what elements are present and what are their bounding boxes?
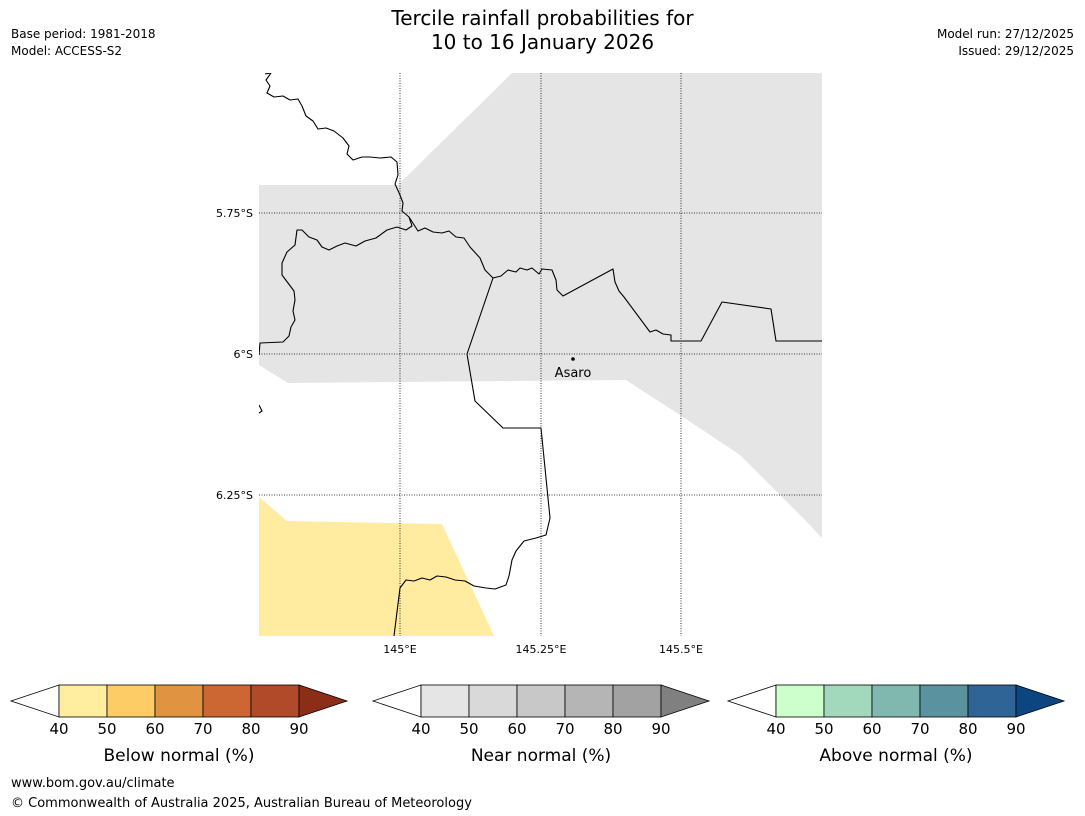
below-normal-shaded-area [259, 497, 494, 636]
map-title: Tercile rainfall probabilities for 10 to… [0, 6, 1085, 54]
colorbar-above-tick-label: 70 [910, 720, 929, 738]
colorbar-near-tick-label: 60 [507, 720, 526, 738]
asaro-label: Asaro [555, 366, 592, 381]
lon-label-145-5: 145.5°E [659, 643, 703, 656]
colorbar-near-tick-label: 70 [555, 720, 574, 738]
colorbar-above-segment [823, 684, 873, 718]
colorbar-legend: 40 50 60 70 80 90 Below normal (%) 40 50 60 70 80 90… [9, 684, 1066, 766]
colorbar-above-title: Above normal (%) [819, 746, 972, 766]
colorbar-near-tick-label: 50 [459, 720, 478, 738]
near-normal-shaded-area [259, 73, 822, 538]
colorbar-below-segment [106, 684, 156, 718]
colorbar-near-segment [420, 684, 470, 718]
colorbar-above-segment [919, 684, 969, 718]
colorbar-above-segment [871, 684, 921, 718]
map-plot-area [259, 73, 822, 636]
lat-label-6-25: 6.25°S [216, 489, 253, 502]
colorbar-below-segment [58, 684, 108, 718]
lat-label-6: 6°S [234, 348, 253, 361]
lon-label-145: 145°E [383, 643, 416, 656]
colorbar-above-tick-label: 50 [814, 720, 833, 738]
colorbar-near-tick-label: 90 [651, 720, 670, 738]
colorbar-above-lower-extension [726, 684, 777, 718]
colorbar-above-segment [967, 684, 1017, 718]
southern-border [393, 277, 551, 636]
colorbar-near-segment [612, 684, 662, 718]
copyright-text: © Commonwealth of Australia 2025, Austra… [11, 796, 472, 811]
colorbar-above-tick-label: 90 [1006, 720, 1025, 738]
website-url: www.bom.gov.au/climate [11, 776, 175, 791]
west-coast-fragment [259, 404, 263, 414]
colorbar-below-segment [202, 684, 252, 718]
central-border [408, 216, 822, 342]
colorbar-below-tick-label: 50 [97, 720, 116, 738]
map-canvas: Asaro 5.75°S 6°S 6.25°S 145°E 145.25°E 1… [216, 73, 822, 656]
model-run-label: Model run: 27/12/2025 [936, 27, 1074, 41]
lon-label-145-25: 145.25°E [516, 643, 567, 656]
title-line-1: Tercile rainfall probabilities for [391, 6, 694, 30]
base-period-label: Base period: 1981-2018 [11, 27, 156, 41]
colorbar-above-tick-label: 60 [862, 720, 881, 738]
title-line-2: 10 to 16 January 2026 [430, 30, 655, 54]
province-borders [259, 73, 822, 636]
colorbar-below-tick-label: 40 [49, 720, 68, 738]
colorbar-below-upper-extension [298, 684, 349, 718]
colorbar-above-upper-extension [1015, 684, 1066, 718]
colorbar-above-tick-label: 80 [958, 720, 977, 738]
colorbar-near-title: Near normal (%) [471, 746, 611, 766]
colorbar-above-tick-label: 40 [766, 720, 785, 738]
colorbar-below-tick-label: 60 [145, 720, 164, 738]
colorbar-below-title: Below normal (%) [104, 746, 255, 766]
colorbar-below-tick-label: 80 [241, 720, 260, 738]
colorbar-below-tick-label: 90 [289, 720, 308, 738]
colorbar-near-lower-extension [371, 684, 422, 718]
colorbar-near-tick-label: 40 [411, 720, 430, 738]
colorbar-below-tick-label: 70 [193, 720, 212, 738]
asaro-marker-icon [571, 357, 575, 361]
colorbar-above-segment [775, 684, 825, 718]
colorbar-below-segment [250, 684, 300, 718]
colorbar-below-lower-extension [9, 684, 60, 718]
issued-label: Issued: 29/12/2025 [958, 44, 1074, 58]
colorbar-near-segment [516, 684, 566, 718]
colorbar-near-upper-extension [660, 684, 711, 718]
model-label: Model: ACCESS-S2 [11, 44, 123, 58]
colorbar-near-segment [564, 684, 614, 718]
colorbar-below-segment [154, 684, 204, 718]
colorbar-near-tick-label: 80 [603, 720, 622, 738]
lat-label-5-75: 5.75°S [216, 207, 253, 220]
colorbar-near-segment [468, 684, 518, 718]
